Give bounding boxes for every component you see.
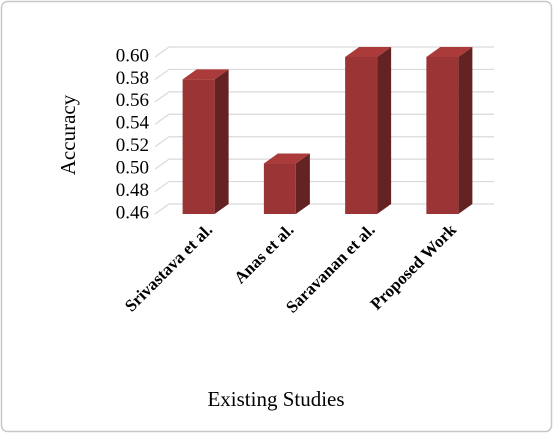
bar-top (263, 153, 310, 164)
y-tick-label: 0.48 (116, 180, 149, 201)
y-tick-label: 0.54 (116, 113, 150, 134)
y-axis-title: Accuracy (56, 94, 80, 175)
bar-side (377, 47, 392, 214)
grid-line-side (154, 203, 170, 215)
bar-top (345, 47, 392, 57)
y-tick-label: 0.58 (116, 68, 149, 89)
grid-line-side (154, 68, 170, 80)
y-tick-label: 0.46 (116, 202, 149, 223)
grid-line-side (154, 113, 170, 125)
bar-top (426, 47, 473, 57)
bar (426, 57, 459, 214)
grid-line-side (154, 136, 170, 148)
grid-line-side (154, 91, 170, 103)
bar-side (458, 47, 473, 214)
bar (263, 163, 296, 214)
grid-line-side (154, 46, 170, 58)
bar (182, 79, 215, 214)
bar-side (214, 69, 229, 214)
y-tick-label: 0.50 (116, 158, 149, 179)
y-tick-label: 0.56 (116, 90, 149, 111)
grid-line-side (154, 158, 170, 170)
bar (345, 57, 378, 214)
y-tick-label: 0.60 (116, 45, 149, 66)
bar-top (182, 69, 229, 80)
grid-line-side (154, 181, 170, 193)
bar-side (295, 153, 310, 214)
x-axis-title: Existing Studies (207, 387, 344, 411)
y-tick-label: 0.52 (116, 135, 149, 156)
